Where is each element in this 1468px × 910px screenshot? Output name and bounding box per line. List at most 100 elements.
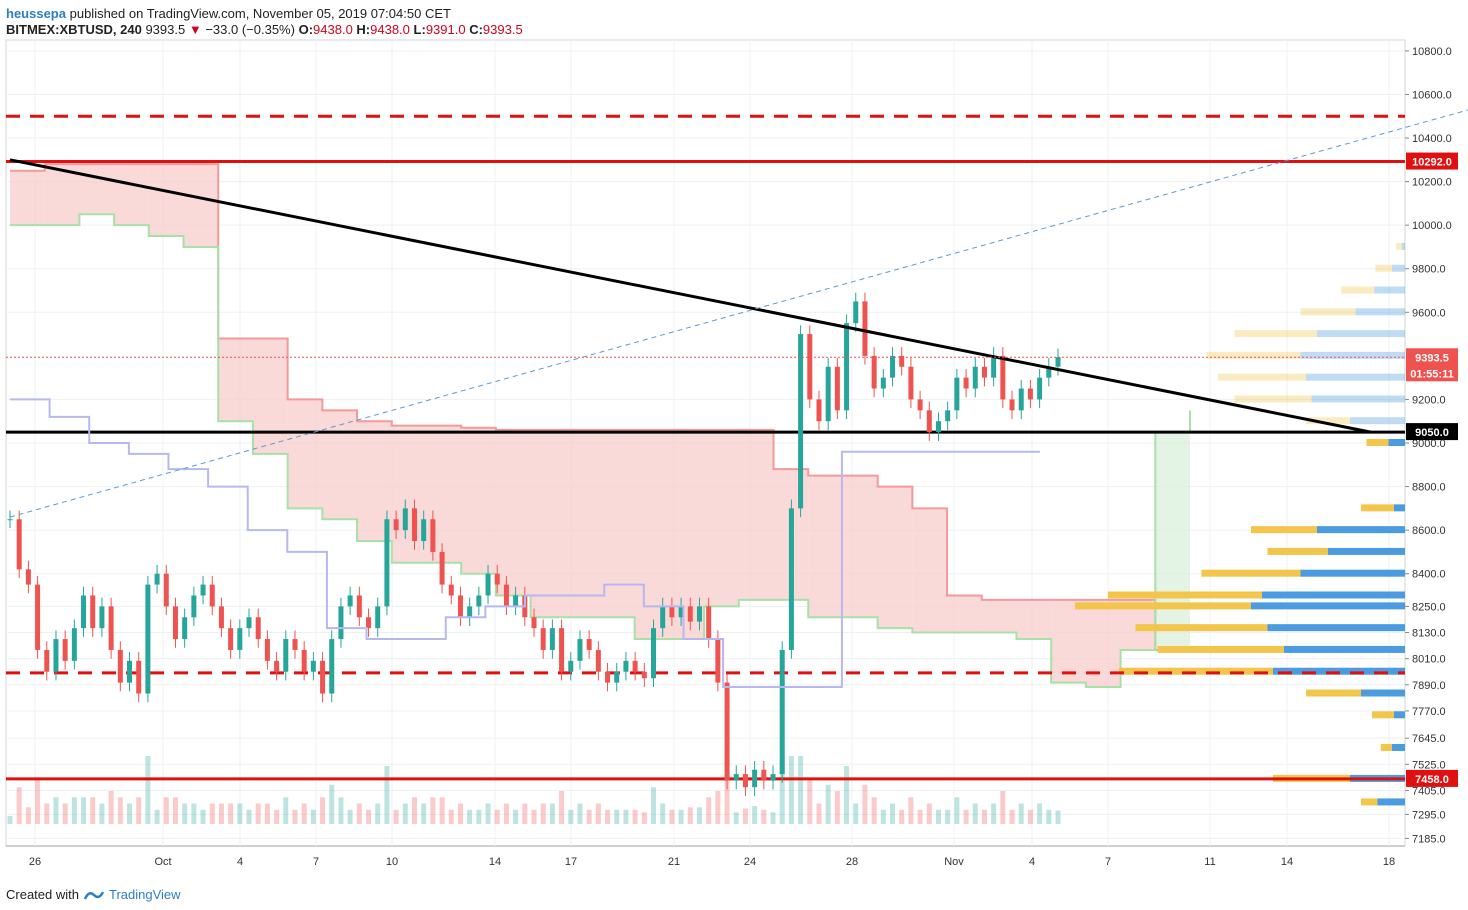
change-value: −33.0 (−0.35%) xyxy=(205,22,295,37)
candle-body xyxy=(1037,377,1043,400)
published-text: published on TradingView.com, November 0… xyxy=(69,6,451,21)
volume-bar xyxy=(255,803,261,824)
candle-body xyxy=(853,301,859,324)
ichimoku-cloud-segment xyxy=(704,429,739,607)
volume-profile-sell-bar xyxy=(1372,711,1394,719)
candle-body xyxy=(816,399,822,422)
volume-bar xyxy=(798,756,804,824)
candle-body xyxy=(283,639,289,672)
candle-body xyxy=(972,366,978,389)
candle-body xyxy=(264,639,270,661)
volume-bar xyxy=(577,803,583,824)
x-tick-label: 21 xyxy=(668,856,680,868)
volume-bar xyxy=(1000,791,1006,824)
candle-body xyxy=(228,628,234,650)
candle-body xyxy=(1046,366,1052,378)
volume-bar xyxy=(329,784,335,824)
ichimoku-cloud-segment xyxy=(44,164,80,226)
volume-bar xyxy=(770,812,776,824)
tradingview-brand[interactable]: TradingView xyxy=(108,887,181,902)
ichimoku-cloud-segment xyxy=(495,429,531,596)
candle-body xyxy=(669,606,675,618)
candle-body xyxy=(926,410,932,433)
candle-body xyxy=(393,519,399,531)
candle-body xyxy=(871,355,877,389)
candle-body xyxy=(402,508,408,531)
candle-body xyxy=(485,573,491,596)
volume-profile-buy-bar xyxy=(1317,330,1405,338)
candle-body xyxy=(172,606,178,640)
y-tick-label: 9800.0 xyxy=(1412,264,1446,276)
price-label-box xyxy=(1406,423,1458,441)
volume-bar xyxy=(853,803,859,824)
ichimoku-cloud-segment xyxy=(565,429,600,618)
y-tick-label: 8010.0 xyxy=(1412,654,1446,666)
volume-bar xyxy=(779,756,785,824)
volume-bar xyxy=(706,797,712,824)
candle-body xyxy=(660,606,666,629)
change-down-icon: ▼ xyxy=(188,22,202,37)
price-label-text: 7458.0 xyxy=(1415,774,1449,786)
candle-body xyxy=(687,606,693,622)
volume-bar xyxy=(935,809,941,824)
volume-profile-buy-bar xyxy=(1394,711,1405,719)
candle-body xyxy=(1009,399,1015,411)
y-tick-label: 10200.0 xyxy=(1412,177,1452,189)
x-tick-label: 7 xyxy=(1105,856,1111,868)
volume-bar xyxy=(871,797,877,824)
volume-bar xyxy=(503,803,509,824)
volume-bar xyxy=(715,791,721,824)
y-tick-label: 7645.0 xyxy=(1412,733,1446,745)
volume-bar xyxy=(191,803,197,824)
volume-profile-sell-bar xyxy=(1396,242,1402,250)
candle-body xyxy=(375,606,381,629)
volume-bar xyxy=(531,809,537,824)
candle-body xyxy=(467,606,473,618)
volume-bar xyxy=(825,784,831,824)
x-tick-label: 4 xyxy=(1029,856,1035,868)
volume-profile-buy-bar xyxy=(1328,547,1405,555)
ichimoku-cloud-segment xyxy=(114,164,149,226)
ichimoku-cloud-segment xyxy=(10,170,45,226)
volume-bar xyxy=(218,803,224,824)
ichimoku-cloud-segment xyxy=(600,429,635,618)
candle-body xyxy=(761,769,767,781)
volume-bar xyxy=(347,809,353,824)
ichimoku-cloud-segment xyxy=(183,164,219,247)
candle-body xyxy=(127,660,133,683)
volume-bar xyxy=(761,809,767,824)
candle-body xyxy=(274,660,280,672)
volume-bar xyxy=(35,778,41,824)
candle-body xyxy=(494,573,500,585)
y-tick-label: 10000.0 xyxy=(1412,220,1452,232)
volume-bar xyxy=(678,809,684,824)
volume-bar xyxy=(430,797,436,824)
volume-bar xyxy=(117,797,123,824)
author-name[interactable]: heussepa xyxy=(6,6,66,21)
volume-bar xyxy=(972,803,978,824)
volume-profile-buy-bar xyxy=(1311,395,1405,403)
candle-body xyxy=(1000,355,1006,400)
candle-body xyxy=(945,410,951,422)
volume-profile-sell-bar xyxy=(1267,547,1328,555)
volume-profile-buy-bar xyxy=(1355,308,1405,316)
volume-profile-sell-bar xyxy=(1251,526,1317,534)
volume-bar xyxy=(172,797,178,824)
volume-bar xyxy=(237,803,243,824)
volume-bar xyxy=(228,803,234,824)
candle-body xyxy=(301,649,307,672)
y-tick-label: 7185.0 xyxy=(1412,833,1446,845)
kijun-sen-line xyxy=(10,398,1040,688)
candle-body xyxy=(991,355,997,378)
candle-body xyxy=(935,421,941,433)
x-tick-label: 28 xyxy=(846,856,858,868)
volume-bar xyxy=(669,809,675,824)
volume-bar xyxy=(641,812,647,824)
y-tick-label: 8130.0 xyxy=(1412,628,1446,640)
volume-bar xyxy=(724,759,730,824)
volume-bar xyxy=(1027,809,1033,824)
volume-bar xyxy=(457,803,463,824)
x-tick-label: 24 xyxy=(744,856,756,868)
ichimoku-cloud-segment xyxy=(391,425,427,563)
